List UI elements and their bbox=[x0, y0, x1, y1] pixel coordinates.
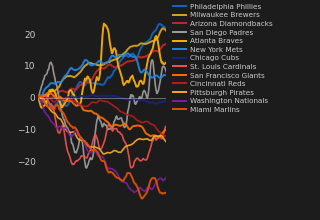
Legend: Philadelphia Phillies, Milwaukee Brewers, Arizona Diamondbacks, San Diego Padres: Philadelphia Phillies, Milwaukee Brewers… bbox=[173, 4, 273, 113]
